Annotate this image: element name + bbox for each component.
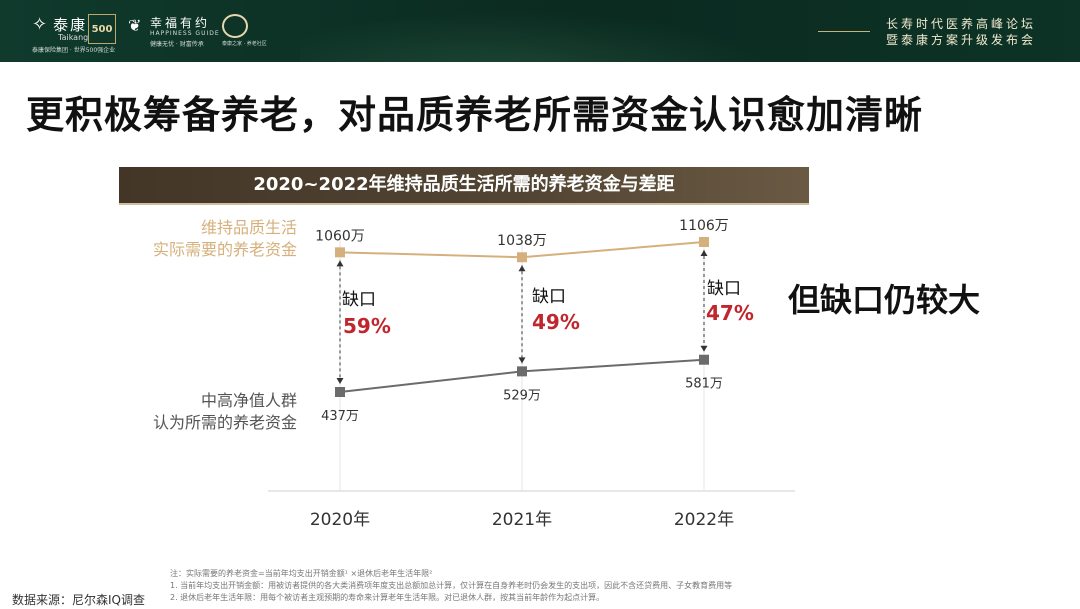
taikang-brand-name: 泰康 — [53, 16, 88, 34]
data-label-perceived: 529万 — [503, 388, 541, 403]
happiness-guide-tag: 健康无忧 · 财富传承 — [150, 41, 204, 48]
side-note: 但缺口仍较大 — [788, 281, 981, 319]
footnote-formula: 注：实际需要的养老资金=当前年均支出开销金额¹ ×退休后老年生活年限² — [170, 569, 433, 578]
gap-label: 缺口 — [532, 287, 566, 307]
data-source: 数据来源：尼尔森IQ调查 — [12, 593, 145, 607]
footnote-1: 1. 当前年均支出开销金额：用被访者提供的各大类消费项年度支出总额加总计算，仅计… — [170, 581, 733, 590]
data-label-perceived: 437万 — [321, 409, 359, 424]
banner-decoration — [300, 0, 820, 62]
event-title: 长寿时代医养高峰论坛 暨泰康方案升级发布会 — [886, 16, 1036, 48]
series-name-required: 实际需要的养老资金 — [153, 240, 297, 259]
footnotes: 注：实际需要的养老资金=当前年均支出开销金额¹ ×退休后老年生活年限² 1. 当… — [170, 568, 732, 604]
point-perceived — [699, 354, 709, 365]
event-title-line2: 暨泰康方案升级发布会 — [885, 33, 1036, 47]
x-tick-label: 2022年 — [674, 510, 734, 530]
top-banner: ✧ 泰康 Taikang 泰康保险集团 · 世界500强企业 500 ❦ 幸福有… — [0, 0, 1080, 62]
point-required — [335, 247, 345, 258]
page-title: 更积极筹备养老，对品质养老所需资金认识愈加清晰 — [26, 93, 924, 137]
fortune-500-badge: 500 — [88, 14, 116, 44]
x-tick-label: 2020年 — [310, 510, 370, 530]
chart-title: 2020~2022年维持品质生活所需的养老资金与差距 — [253, 174, 675, 195]
gap-label: 缺口 — [342, 290, 376, 310]
gap-value: 47% — [706, 301, 754, 325]
data-label-perceived: 581万 — [685, 377, 723, 392]
ring-logo-icon — [222, 14, 248, 38]
happiness-mark-icon: ❦ — [128, 16, 142, 35]
event-divider — [818, 31, 870, 32]
data-label-required: 1106万 — [679, 218, 729, 234]
gap-value: 49% — [532, 310, 580, 334]
chart-title-bar — [119, 167, 809, 203]
data-label-required: 1060万 — [315, 228, 365, 244]
point-perceived — [335, 387, 345, 397]
point-required — [517, 252, 527, 263]
ring-logo: 泰康之家 · 养老社区 — [222, 14, 267, 47]
point-perceived — [517, 366, 527, 377]
series-name-perceived: 认为所需的养老资金 — [153, 413, 297, 432]
happiness-guide-name: 幸福有约 — [150, 16, 211, 30]
gap-arrow-head — [518, 265, 526, 272]
ring-logo-tag: 泰康之家 · 养老社区 — [222, 41, 267, 47]
taikang-logo: ✧ 泰康 Taikang 泰康保险集团 · 世界500强企业 — [32, 14, 115, 54]
gap-arrow-head — [518, 357, 526, 364]
gap-arrow-head — [700, 345, 708, 352]
event-title-line1: 长寿时代医养高峰论坛 — [885, 17, 1036, 31]
gap-arrow-head — [336, 378, 344, 384]
x-tick-label: 2021年 — [492, 510, 552, 530]
gap-label: 缺口 — [707, 279, 741, 299]
happiness-guide-latin: HAPPINESS GUIDE — [150, 30, 220, 37]
gap-arrow-head — [336, 260, 344, 267]
gap-value: 59% — [343, 314, 391, 338]
taikang-brand-tag: 泰康保险集团 · 世界500强企业 — [32, 47, 116, 54]
series-name-perceived: 中高净值人群 — [201, 391, 297, 410]
taikang-brand-latin: Taikang — [58, 33, 89, 42]
data-label-required: 1038万 — [497, 233, 547, 249]
point-required — [699, 237, 709, 247]
gap-arrow-head — [700, 250, 708, 256]
series-name-required: 维持品质生活 — [201, 218, 297, 237]
footnote-2: 2. 退休后老年生活年限：用每个被访者主观预期的寿命来计算老年生活年限。对已退休… — [170, 593, 605, 602]
taikang-mark-icon: ✧ — [32, 14, 48, 35]
